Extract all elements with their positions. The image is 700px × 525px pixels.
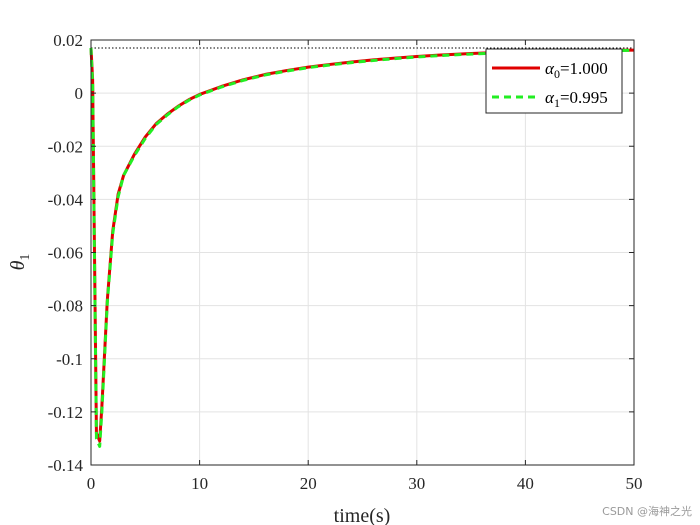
x-tick-label: 0 bbox=[87, 474, 96, 493]
y-tick-label: -0.06 bbox=[48, 244, 83, 263]
ticks bbox=[90, 39, 635, 466]
y-tick-label: -0.1 bbox=[56, 350, 83, 369]
x-tick-labels: 0 10 20 30 40 50 bbox=[87, 474, 643, 493]
legend: α0=1.000 α1=0.995 bbox=[485, 48, 623, 114]
x-tick-label: 50 bbox=[626, 474, 643, 493]
legend-alpha0-value: =1.000 bbox=[560, 59, 608, 78]
legend-box bbox=[485, 48, 623, 114]
x-tick-label: 40 bbox=[517, 474, 534, 493]
x-tick-label: 10 bbox=[191, 474, 208, 493]
x-axis-label: time(s) bbox=[334, 505, 391, 525]
y-tick-labels: -0.14 -0.12 -0.1 -0.08 -0.06 -0.04 -0.02 0 0.02 bbox=[48, 31, 84, 475]
y-tick-label: 0 bbox=[75, 84, 84, 103]
series-line-alpha1 bbox=[89, 47, 635, 448]
series-group bbox=[89, 47, 635, 448]
y-tick-label: -0.08 bbox=[48, 297, 83, 316]
legend-alpha1-symbol: α bbox=[545, 88, 555, 107]
y-axis-label: θ1 bbox=[7, 254, 33, 271]
y-tick-label: -0.04 bbox=[48, 190, 84, 209]
y-tick-label: -0.02 bbox=[48, 137, 83, 156]
x-tick-label: 30 bbox=[408, 474, 425, 493]
y-axis-label-subscript: 1 bbox=[18, 254, 33, 261]
legend-alpha0-symbol: α bbox=[545, 59, 555, 78]
legend-alpha0-subscript: 0 bbox=[554, 67, 560, 81]
y-tick-label: -0.14 bbox=[48, 456, 84, 475]
x-tick-label: 20 bbox=[300, 474, 317, 493]
svg-text:θ1: θ1 bbox=[7, 254, 33, 271]
y-axis-label-symbol: θ bbox=[7, 260, 29, 270]
y-tick-label: -0.12 bbox=[48, 403, 83, 422]
legend-alpha1-value: =0.995 bbox=[560, 88, 608, 107]
watermark: CSDN @海神之光 bbox=[602, 505, 692, 518]
legend-entry-alpha0: α0=1.000 bbox=[545, 59, 608, 81]
legend-entry-alpha1: α1=0.995 bbox=[545, 88, 608, 110]
y-tick-label: 0.02 bbox=[53, 31, 83, 50]
legend-alpha1-subscript: 1 bbox=[554, 96, 560, 110]
